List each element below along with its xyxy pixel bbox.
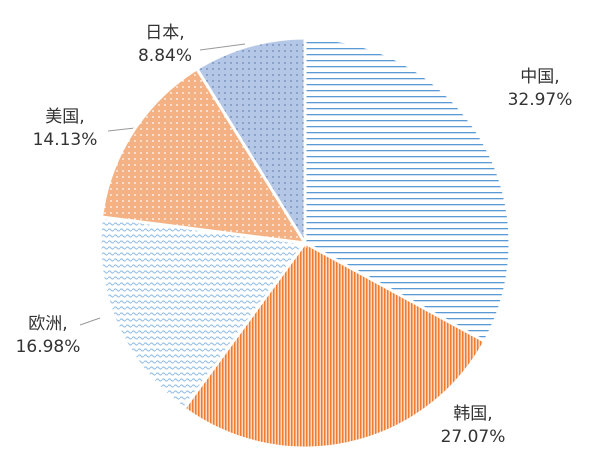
leader-line [79,317,101,326]
category-label: 韩国, [453,404,492,424]
category-label: 中国, [520,67,559,87]
value-label: 14.13% [33,130,98,150]
value-label: 8.84% [138,46,192,66]
leader-line [107,127,136,132]
pie-slice [98,215,308,411]
leader-line [199,43,246,51]
leader-lines [79,43,246,326]
value-label: 32.97% [508,90,573,110]
value-label: 27.07% [441,427,506,447]
category-label: 欧洲, [28,314,67,334]
value-label: 16.98% [16,337,81,357]
category-label: 日本, [145,23,184,43]
category-label: 美国, [45,107,84,127]
pie-slice [181,241,487,450]
pie-slice [194,36,307,249]
pie-slice [99,66,308,245]
pie-slice [303,36,512,344]
